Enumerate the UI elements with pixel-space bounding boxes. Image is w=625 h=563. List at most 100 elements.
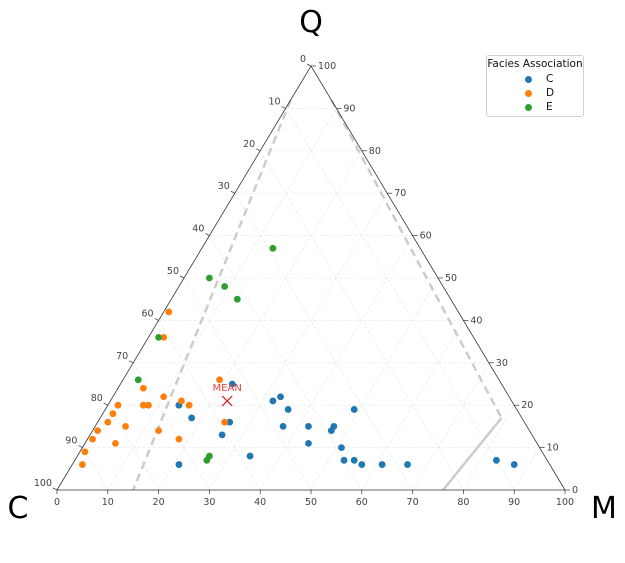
data-point-d [122, 423, 129, 430]
grid-line [209, 193, 388, 491]
tick-label-bottom: 0 [54, 497, 60, 508]
data-point-c [188, 414, 196, 422]
data-point-d [139, 401, 147, 409]
data-point-c [175, 461, 183, 468]
data-point-c [228, 380, 236, 388]
grid-line [412, 362, 490, 491]
data-point-c [218, 431, 226, 439]
tick-mark [52, 487, 58, 491]
tick-mark [129, 360, 134, 364]
data-point-c [404, 461, 411, 468]
tick-label-bottom: 90 [508, 497, 520, 508]
tick-label-left: 100 [34, 478, 52, 489]
tick-label-left: 80 [91, 393, 103, 404]
legend-label-e: E [546, 101, 553, 113]
data-point-e [206, 274, 213, 282]
tick-mark [256, 148, 261, 152]
data-point-d [221, 418, 229, 426]
data-point-d [160, 333, 168, 341]
data-point-e [221, 283, 229, 290]
data-point-e [269, 244, 277, 252]
data-point-d [216, 376, 223, 384]
data-point-c [226, 418, 234, 426]
tick-mark [230, 190, 235, 194]
grid-line [107, 405, 159, 491]
grid-line [158, 320, 261, 491]
tick-label-right: 0 [572, 485, 578, 496]
data-point-c [493, 456, 500, 464]
tick-label-left: 60 [142, 308, 154, 319]
data-point-d [109, 410, 117, 418]
tick-label-right: 20 [521, 400, 533, 411]
tick-label-right: 60 [420, 231, 432, 242]
tick-label-bottom: 100 [556, 497, 574, 508]
grid-line [513, 447, 540, 491]
tick-label-bottom: 10 [102, 497, 114, 508]
tick-label-left: 20 [243, 139, 255, 150]
tick-label-left: 0 [300, 54, 306, 65]
data-point-d [89, 435, 96, 443]
data-point-d [112, 439, 119, 447]
legend-marker-d [525, 90, 532, 97]
data-point-e [206, 452, 213, 460]
mean-label: MEAN [213, 383, 242, 394]
grid-line [82, 447, 109, 491]
data-point-d [185, 401, 193, 409]
grid-line [463, 405, 515, 491]
data-point-e [155, 333, 163, 341]
apex-label-left: C [8, 491, 29, 526]
tick-label-right: 40 [470, 315, 482, 326]
legend-item-d: D [487, 87, 583, 101]
grid-line [234, 193, 413, 491]
data-point-d [94, 427, 102, 435]
data-points [79, 244, 518, 468]
tick-label-left: 90 [65, 436, 77, 447]
data-point-c [277, 393, 284, 401]
data-point-d [79, 461, 86, 468]
tick-label-left: 40 [192, 224, 204, 235]
tick-mark [281, 106, 286, 109]
tick-labels: 0 0 0 10 10 10 20 20 20 30 30 30 40 40 40 50 50 50 60 60 60 7… [34, 54, 578, 508]
tick-mark [306, 63, 312, 67]
tick-label-right: 30 [496, 358, 508, 369]
tick-label-right: 70 [394, 188, 406, 199]
tick-mark [103, 402, 108, 406]
data-point-c [269, 397, 277, 405]
legend-label-d: D [546, 87, 555, 99]
data-point-c [338, 444, 345, 451]
data-point-c [305, 423, 312, 430]
data-point-d [139, 384, 147, 392]
data-point-e [134, 376, 142, 384]
data-point-c [350, 406, 358, 413]
tick-label-left: 70 [116, 351, 128, 362]
legend-marker-c [525, 76, 532, 83]
data-point-c [327, 427, 335, 435]
mean-cross [221, 395, 233, 407]
grid-line [107, 108, 337, 491]
data-point-c [305, 439, 312, 447]
tick-mark [154, 318, 159, 321]
grid-line [209, 235, 363, 491]
data-point-c [340, 456, 348, 464]
legend-item-c: C [487, 73, 583, 87]
tick-label-right: 100 [318, 61, 336, 72]
tick-label-left: 50 [167, 266, 179, 277]
data-point-d [114, 401, 122, 409]
tick-label-right: 10 [547, 443, 559, 454]
grid-lines [82, 108, 540, 491]
tick-label-bottom: 50 [305, 497, 317, 508]
tick-label-left: 10 [269, 96, 281, 107]
data-point-d [145, 401, 152, 409]
boundary-line [442, 417, 503, 491]
data-point-c [279, 423, 287, 430]
tick-label-bottom: 70 [407, 497, 419, 508]
mean-marker: MEAN [213, 383, 242, 407]
boundary-line [330, 99, 503, 419]
tick-label-bottom: 80 [457, 497, 469, 508]
data-point-c [246, 452, 254, 460]
tick-label-bottom: 60 [356, 497, 368, 508]
legend-item-e: E [487, 101, 583, 115]
data-point-d [160, 393, 168, 401]
data-point-d [165, 308, 173, 316]
